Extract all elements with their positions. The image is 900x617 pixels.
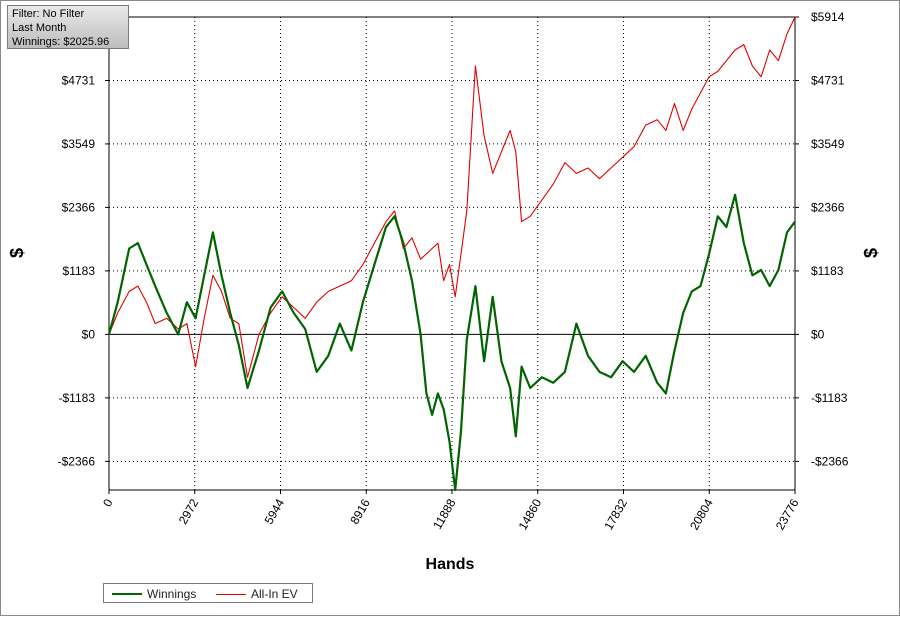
y-tick-label-left: -$2366 xyxy=(58,454,96,468)
x-tick-label: 20804 xyxy=(687,496,716,532)
x-tick-label: 17832 xyxy=(601,496,630,532)
legend-item-winnings: Winnings xyxy=(112,586,196,602)
period-label: Last Month xyxy=(12,22,67,34)
y-tick-label-left: -$1183 xyxy=(59,391,96,405)
winnings-label: Winnings: $2025.96 xyxy=(12,36,110,48)
filter-info-box: Filter: No Filter Last Month Winnings: $… xyxy=(7,5,129,49)
y-tick-label-right: -$1183 xyxy=(811,391,848,405)
legend-swatch-allin-ev xyxy=(216,593,246,595)
y-tick-label-left: $4731 xyxy=(62,73,96,87)
y-tick-label-right: $5914 xyxy=(811,10,845,24)
x-tick-label: 23776 xyxy=(773,496,802,532)
filter-label: Filter: No Filter xyxy=(12,8,85,20)
axis-layer xyxy=(105,16,799,494)
x-axis-title: Hands xyxy=(426,556,475,573)
series-line-allin-ev xyxy=(108,16,796,378)
legend-item-allin-ev: All-In EV xyxy=(216,586,298,602)
x-tick-label: 0 xyxy=(100,496,116,509)
y-axis-title-left: $ xyxy=(7,248,27,258)
x-tick-label: 14860 xyxy=(516,496,545,532)
series-layer xyxy=(107,16,796,492)
series-line-winnings xyxy=(107,193,796,492)
legend: Winnings All-In EV xyxy=(103,583,313,603)
y-axis-title-right: $ xyxy=(861,248,881,258)
x-tick-label: 8916 xyxy=(347,496,373,526)
y-tick-label-right: $2366 xyxy=(811,200,845,214)
legend-label-winnings: Winnings xyxy=(147,587,197,601)
y-tick-label-left: $0 xyxy=(82,327,96,341)
y-tick-label-left: $3549 xyxy=(62,137,96,151)
grid-layer xyxy=(109,17,795,490)
x-tick-label: 5944 xyxy=(262,496,288,526)
x-tick-label: 11888 xyxy=(430,496,459,531)
y-tick-label-right: $1183 xyxy=(811,264,844,278)
y-tick-label-left: $2366 xyxy=(62,200,96,214)
legend-label-allin-ev: All-In EV xyxy=(251,587,298,601)
y-tick-label-right: $3549 xyxy=(811,137,845,151)
y-tick-label-right: $0 xyxy=(811,327,825,341)
y-tick-label-right: -$2366 xyxy=(811,454,849,468)
y-tick-label-left: $1183 xyxy=(63,264,96,278)
x-tick-label: 2972 xyxy=(176,496,202,526)
y-tick-label-right: $4731 xyxy=(811,73,845,87)
legend-swatch-winnings xyxy=(112,593,142,595)
